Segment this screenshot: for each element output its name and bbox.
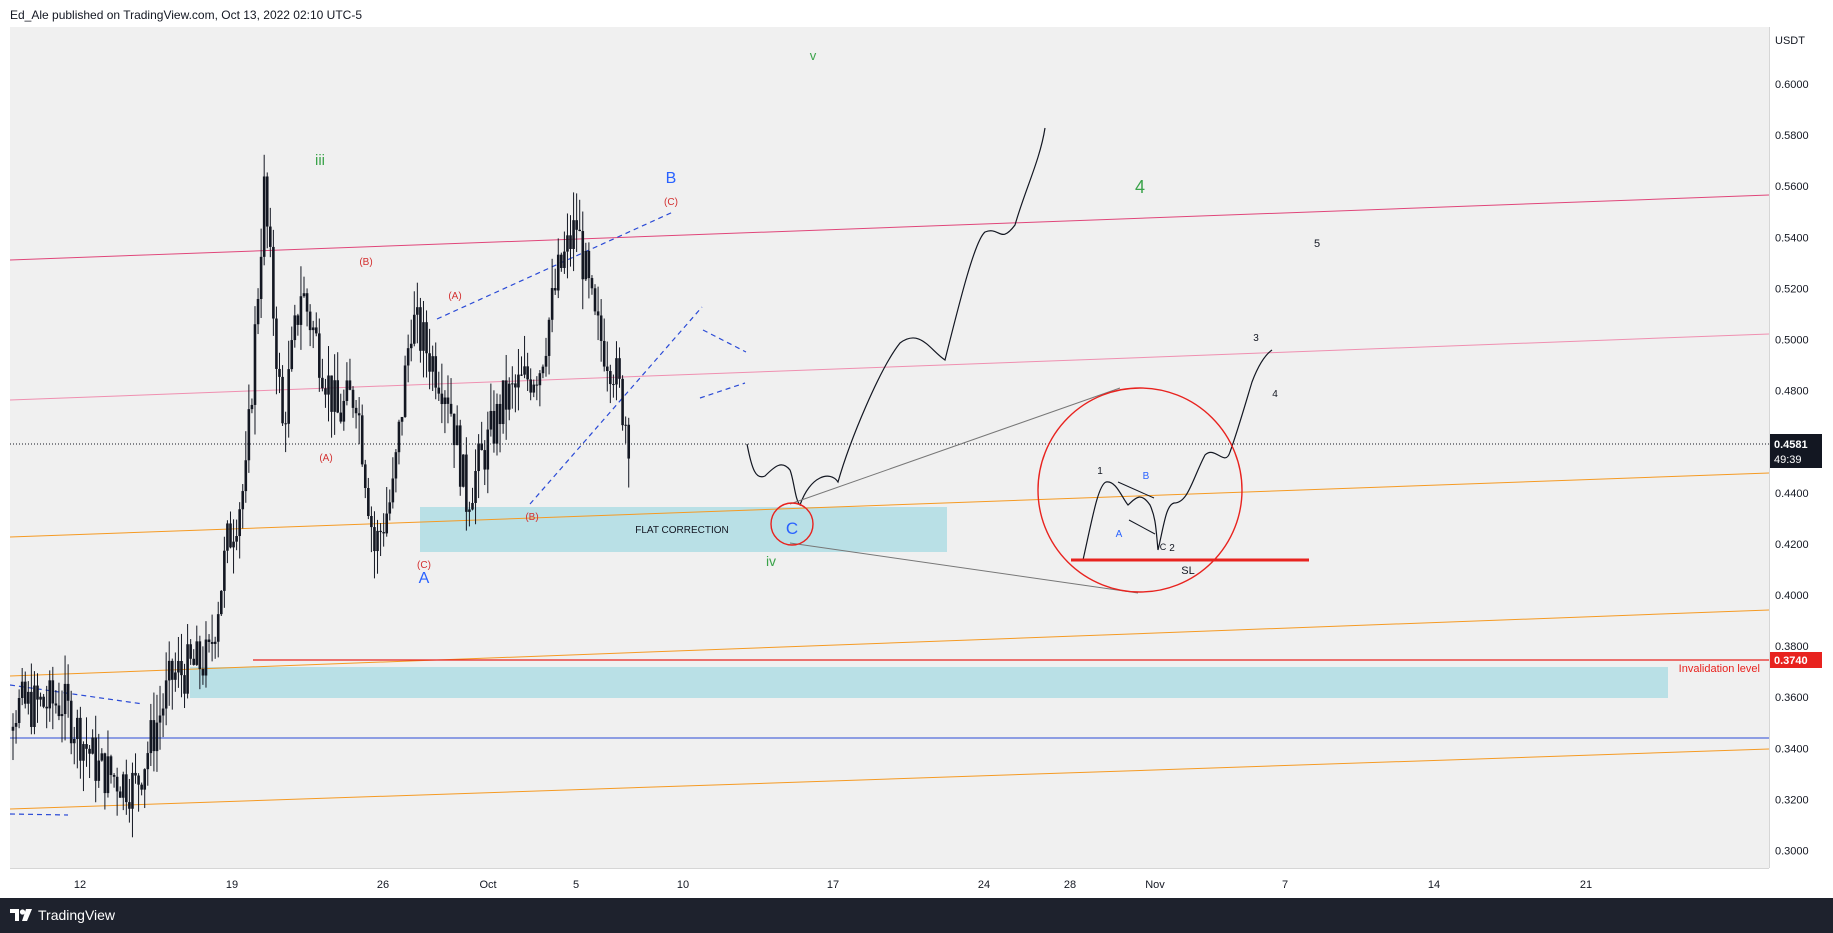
chart-plot-area[interactable] <box>10 27 1769 868</box>
left-margin <box>0 27 10 868</box>
publish-header: Ed_Ale published on TradingView.com, Oct… <box>0 0 1833 30</box>
tradingview-brand: TradingView <box>38 907 116 923</box>
tradingview-logo[interactable]: TradingView <box>10 907 115 923</box>
price-axis[interactable] <box>1769 27 1833 868</box>
tv-logo-icon <box>10 909 32 921</box>
tradingview-footer: TradingView <box>0 898 1833 933</box>
publish-info: Ed_Ale published on TradingView.com, Oct… <box>10 8 362 22</box>
time-axis[interactable] <box>10 868 1769 898</box>
